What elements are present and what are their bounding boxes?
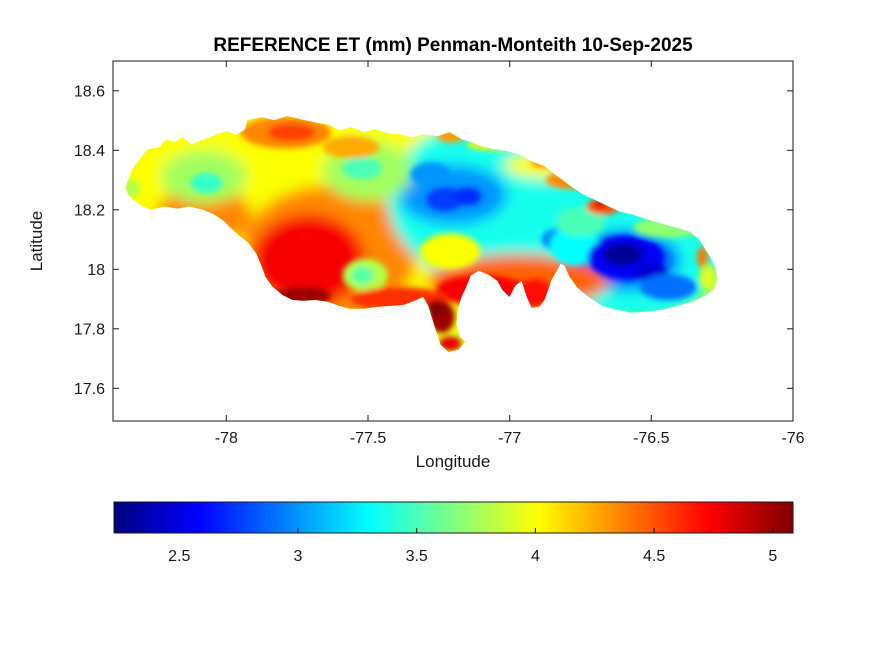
x-tick-label: -76 — [781, 430, 804, 447]
colorbar-tick-label: 4 — [531, 548, 540, 565]
et-field-detail-blob — [274, 287, 332, 305]
et-field-detail-blob — [410, 162, 451, 187]
et-field-detail-blob — [467, 138, 513, 151]
y-tick-label: 18 — [87, 262, 105, 279]
y-tick-label: 18.2 — [74, 202, 105, 219]
et-field-detail-blob — [436, 275, 527, 305]
et-field-detail-blob — [545, 171, 599, 189]
et-field-blob — [504, 152, 584, 179]
jamaica-et-heatmap — [125, 116, 718, 352]
figure-title: REFERENCE ET (mm) Penman-Monteith 10-Sep… — [213, 35, 693, 56]
et-field-detail-blob — [437, 129, 466, 143]
x-axis-label: Longitude — [416, 452, 491, 471]
et-field-detail-blob — [518, 279, 553, 308]
colorbar-tick-label: 3 — [294, 548, 303, 565]
y-tick-label: 17.6 — [74, 381, 105, 398]
y-tick-label: 18.4 — [74, 143, 105, 160]
colorbar-tick-label: 3.5 — [406, 548, 428, 565]
et-field-detail-blob — [603, 243, 643, 266]
et-field-detail-blob — [453, 187, 482, 206]
y-axis-label: Latitude — [27, 211, 46, 272]
et-field-detail-blob — [125, 180, 140, 198]
et-field-detail-blob — [322, 136, 380, 159]
colorbar-ticks: 2.5 3 3.5 4 4.5 5 — [168, 528, 777, 565]
et-field-blob — [251, 214, 366, 307]
y-tick-label: 18.6 — [74, 83, 105, 100]
plot-box — [112, 60, 794, 422]
et-field-detail-blob — [426, 187, 463, 212]
et-field-detail-blob — [633, 217, 704, 238]
x-tick-label: -77 — [498, 430, 521, 447]
colorbar — [113, 501, 794, 534]
colorbar-tick-label: 5 — [768, 548, 777, 565]
x-axis-ticks: -78 -77.5 -77 -76.5 -76 — [215, 61, 805, 447]
et-field-detail-blob — [593, 199, 608, 208]
colorbar-tick-label: 4.5 — [643, 548, 665, 565]
et-field-detail-blob — [267, 123, 316, 142]
et-field-detail-blob — [640, 274, 697, 301]
x-tick-label: -76.5 — [633, 430, 670, 447]
et-field-detail-blob — [190, 172, 223, 194]
x-tick-label: -78 — [215, 430, 238, 447]
x-tick-label: -77.5 — [350, 430, 387, 447]
et-field-detail-blob — [698, 265, 718, 292]
et-field-detail-blob — [530, 156, 557, 169]
et-field-detail-blob — [342, 157, 383, 180]
et-field-detail-blob — [426, 299, 446, 316]
et-field-smooth-layer — [125, 116, 718, 352]
et-field-detail-blob — [351, 266, 374, 285]
et-field-detail-blob — [555, 206, 606, 237]
y-tick-label: 17.8 — [74, 321, 105, 338]
et-field-detail-blob — [439, 336, 462, 351]
et-field-detail-blob — [697, 246, 708, 269]
et-field-detail-blob — [420, 233, 481, 270]
y-axis-ticks: 18.6 18.4 18.2 18 17.8 17.6 — [74, 83, 793, 398]
colorbar-tick-label: 2.5 — [168, 548, 190, 565]
